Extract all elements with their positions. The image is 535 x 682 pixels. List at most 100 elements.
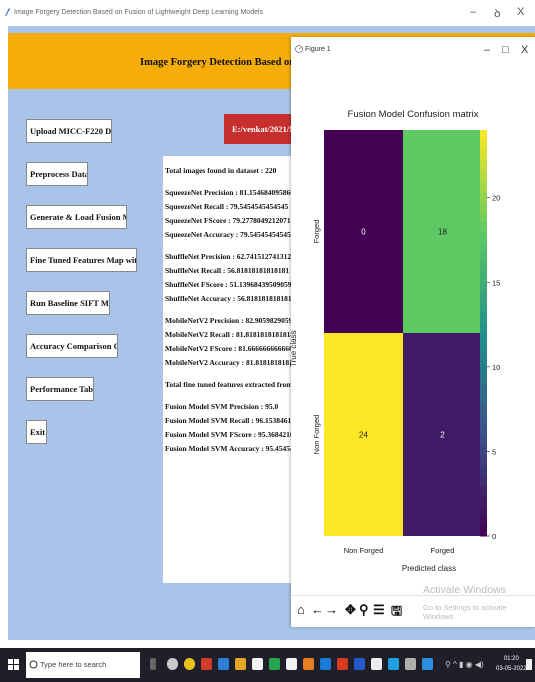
chart-title: Fusion Model Confusion matrix — [347, 109, 479, 120]
colorbar-segment — [480, 241, 487, 253]
output-line: ShuffleNet Accuracy : 56.81818181818182 — [165, 294, 300, 303]
confusion-matrix-plot: 0 18 24 2 Forged Non Forged Non Forged Forged 0 5… — [312, 130, 500, 555]
colorbar-segment — [480, 130, 487, 141]
terminal-icon[interactable] — [388, 658, 399, 670]
maximize-button[interactable]: ꝺ — [494, 8, 501, 20]
colorbar-segment — [480, 505, 487, 517]
app-icon-white[interactable] — [286, 658, 297, 670]
system-tray-icons[interactable]: ⚲ ^ ▮ ◉ ◀) — [445, 660, 484, 669]
output-line: Fusion Model SVM Accuracy : 95.454545454… — [165, 444, 313, 453]
save-icon[interactable]: 🖫 — [391, 603, 403, 618]
colorbar-segment — [480, 495, 487, 507]
output-line: Fusion Model SVM FScore : 95.36842105263… — [165, 430, 313, 439]
colorbar-segment — [480, 312, 487, 324]
app-icon-red[interactable] — [201, 658, 212, 670]
task-view-icon[interactable] — [150, 658, 156, 670]
colorbar-segment — [480, 383, 487, 395]
colorbar-segment — [480, 221, 487, 232]
heatmap-cell — [403, 333, 482, 536]
firefox-icon[interactable] — [303, 658, 314, 670]
acrobat-icon[interactable] — [337, 658, 348, 670]
run-sift-button[interactable]: Run Baseline SIFT Model — [26, 291, 110, 315]
file-explorer-icon[interactable] — [235, 658, 246, 670]
cortana-icon[interactable] — [167, 658, 178, 670]
colorbar-segment — [480, 525, 487, 537]
output-line: Fusion Model SVM Precision : 95.0 — [165, 402, 279, 411]
colorbar-tick-label: 10 — [492, 363, 500, 372]
zoom-icon[interactable]: ⚲ — [359, 602, 369, 617]
word-icon[interactable] — [354, 658, 365, 670]
colorbar-segment — [480, 231, 487, 243]
figure-close-button[interactable]: X — [521, 44, 529, 56]
colorbar-segment — [480, 302, 487, 314]
colorbar-segment — [480, 424, 487, 435]
heatmap-cell — [403, 130, 482, 333]
accuracy-graph-button[interactable]: Accuracy Comparison Graph — [26, 334, 118, 358]
colorbar-segment — [480, 393, 487, 405]
activation-watermark-text: Go to Settings to activate Windows. — [423, 603, 507, 621]
output-text-area[interactable]: Total images found in dataset : 220 Squee… — [163, 156, 313, 583]
back-icon[interactable]: ← — [311, 602, 324, 617]
colorbar-tick-label: 5 — [492, 447, 496, 456]
output-line: ShuffleNet Recall : 56.81818181818181 — [165, 266, 290, 275]
cell-value-label: 2 — [440, 431, 445, 440]
notification-icon[interactable] — [526, 659, 532, 670]
minimize-button[interactable]: – — [470, 6, 477, 18]
figure-maximize-button[interactable]: □ — [502, 44, 509, 56]
x-axis-label: Predicted class — [401, 564, 457, 573]
python-icon[interactable] — [422, 658, 433, 670]
preprocess-button[interactable]: Preprocess Dataset — [26, 162, 88, 186]
taskbar-search-box[interactable]: Type here to search — [26, 652, 140, 678]
colorbar-segment — [480, 434, 487, 446]
fine-tuned-svm-button[interactable]: Fine Tuned Features Map with SVM — [26, 248, 137, 272]
colorbar-tick-label: 20 — [492, 194, 500, 203]
cell-value-label: 18 — [438, 228, 447, 237]
pan-icon[interactable]: ✥ — [345, 602, 356, 617]
output-line: Total fine tuned features extracted from… — [165, 380, 313, 389]
colorbar-segment — [480, 261, 487, 273]
y-axis-label: True class — [289, 330, 298, 367]
clock-date: 03-05-2022 — [496, 666, 527, 672]
app-heading: Image Forgery Detection Based on Fusion … — [140, 57, 358, 68]
clock-time: 01:20 — [503, 656, 519, 662]
search-icon — [29, 660, 38, 669]
cell-value-label: 0 — [361, 228, 366, 237]
x-tick-label: Non Forged — [344, 546, 384, 555]
feather-icon — [5, 8, 10, 16]
output-line: MobileNetV2 Recall : 81.81818181818181 — [165, 330, 298, 339]
forward-icon[interactable]: → — [325, 602, 338, 617]
colorbar-segment — [480, 322, 487, 334]
configure-icon[interactable]: ☰ — [373, 602, 385, 617]
x-tick-label: Forged — [431, 546, 455, 555]
home-icon[interactable]: ⌂ — [297, 602, 305, 617]
close-button[interactable]: X — [517, 6, 525, 18]
figure-minimize-button[interactable]: – — [484, 44, 491, 56]
generate-fusion-model-button[interactable]: Generate & Load Fusion Model — [26, 205, 127, 229]
output-line: SqueezeNet Recall : 79.5454545454545 — [165, 202, 289, 211]
app-icon-light[interactable] — [371, 658, 382, 670]
heatmap-cell — [324, 333, 403, 536]
edge-icon[interactable] — [218, 658, 229, 670]
upload-dataset-button[interactable]: Upload MICC-F220 Dataset — [26, 119, 112, 143]
taskbar-clock[interactable]: 01:20 03-05-2022 — [496, 654, 527, 674]
colorbar-segment — [480, 333, 487, 344]
colorbar-segment — [480, 170, 487, 182]
colorbar-segment — [480, 414, 487, 425]
performance-table-button[interactable]: Performance Table — [26, 377, 94, 401]
colorbar-segment — [480, 485, 487, 496]
windows-start-icon[interactable] — [8, 659, 19, 670]
output-line: ShuffleNet Precision : 62.7415127413127 … — [165, 252, 301, 261]
colorbar-segment — [480, 404, 487, 415]
figure-window[interactable]: Figure 1 – □ X Fusion Model Confusion ma… — [289, 37, 535, 627]
colorbar-tick-label: 15 — [492, 278, 500, 287]
exit-button[interactable]: Exit — [26, 420, 47, 444]
notepad-icon[interactable] — [252, 658, 263, 670]
colorbar-segment — [480, 251, 487, 263]
y-tick-label: Non Forged — [312, 415, 321, 455]
app-icon-grey[interactable] — [405, 658, 416, 670]
output-line: ShuffleNet FScore : 51.13968439509059 — [165, 280, 292, 289]
app-icon-green[interactable] — [269, 658, 280, 670]
output-line: Total images found in dataset : 220 — [165, 166, 277, 175]
chrome-icon[interactable] — [184, 658, 195, 670]
app-icon-blue[interactable] — [320, 658, 331, 670]
